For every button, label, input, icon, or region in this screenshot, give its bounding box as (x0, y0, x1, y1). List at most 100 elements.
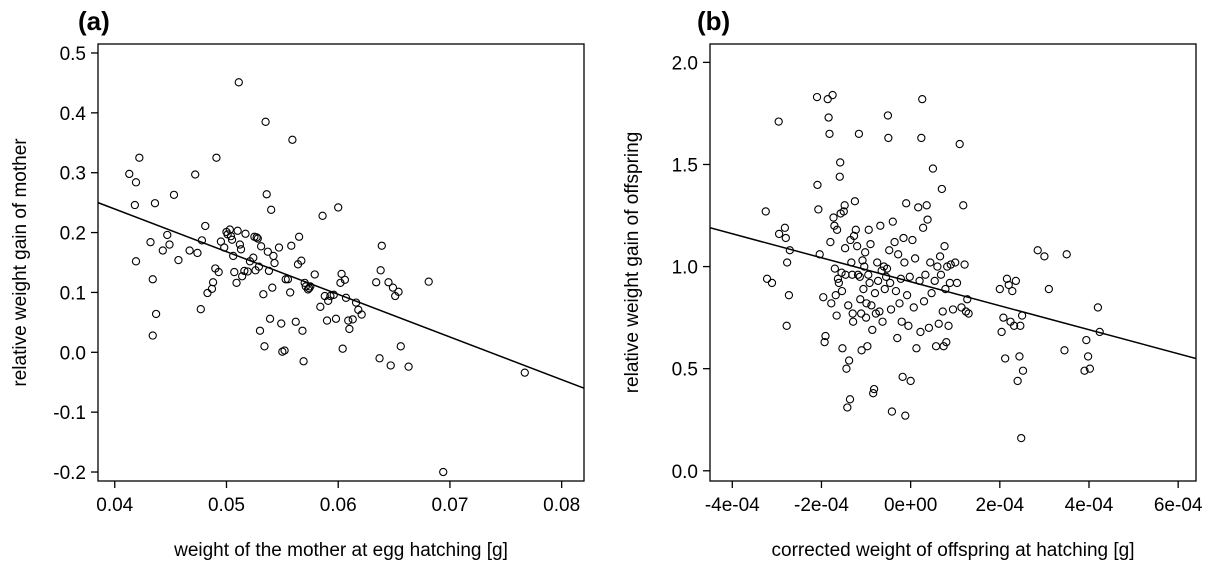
data-point (201, 221, 210, 231)
data-point (169, 190, 179, 200)
data-point (1017, 311, 1027, 320)
data-point (995, 284, 1004, 294)
y-tick-label: -0.1 (53, 403, 86, 424)
x-tick-label: 6e-04 (1154, 495, 1203, 516)
data-point (885, 278, 895, 288)
data-point (814, 205, 823, 214)
data-point (843, 403, 852, 412)
data-point (310, 270, 319, 279)
data-point (281, 275, 290, 284)
data-point (924, 323, 934, 332)
data-point (288, 135, 297, 144)
data-point (185, 246, 194, 255)
data-point (386, 361, 395, 370)
data-point (856, 295, 865, 304)
data-point (898, 372, 907, 382)
data-point (340, 275, 350, 285)
data-point (1082, 335, 1091, 345)
data-point (933, 262, 942, 271)
data-point (952, 278, 962, 288)
data-point (394, 287, 403, 296)
panel-label: (b) (697, 6, 730, 36)
data-point (235, 240, 245, 249)
data-point (324, 296, 333, 305)
y-tick-label: 0.4 (60, 104, 87, 125)
data-point (341, 293, 351, 302)
data-point (862, 299, 871, 308)
data-point (828, 90, 837, 100)
data-point (831, 291, 840, 300)
data-point (844, 301, 853, 310)
data-point (891, 286, 901, 296)
data-point (930, 276, 939, 286)
data-point (1093, 303, 1103, 312)
data-point (1044, 284, 1054, 294)
data-point (869, 389, 878, 398)
data-point (823, 94, 832, 104)
data-point (916, 327, 925, 337)
data-point (174, 255, 183, 265)
data-point (1083, 352, 1093, 361)
data-point (1001, 354, 1010, 363)
data-point (318, 211, 327, 220)
y-tick-label: 2.0 (672, 53, 698, 74)
data-point (945, 278, 955, 288)
data-point (832, 225, 842, 234)
data-point (928, 164, 938, 173)
data-point (294, 232, 304, 241)
data-point (964, 309, 973, 318)
data-point (125, 169, 134, 179)
data-point (934, 319, 943, 328)
data-point (888, 217, 897, 226)
data-point (761, 207, 770, 216)
data-point (867, 301, 876, 310)
data-point (918, 94, 927, 104)
data-point (135, 153, 144, 162)
data-point (921, 270, 930, 279)
data-point (268, 283, 277, 292)
data-point (1009, 321, 1019, 330)
data-point (851, 225, 860, 234)
data-point (906, 376, 915, 386)
data-point (774, 229, 784, 239)
y-tick-label: 1.5 (672, 155, 698, 176)
data-point (372, 278, 381, 287)
data-point (944, 321, 953, 330)
data-point (207, 284, 217, 293)
data-point (896, 274, 905, 283)
data-point (212, 153, 221, 162)
data-point (875, 307, 884, 316)
data-point (893, 333, 902, 343)
data-point (298, 326, 307, 335)
data-point (830, 264, 839, 273)
data-point (1033, 246, 1042, 255)
data-point (780, 223, 790, 232)
data-point (904, 321, 913, 330)
data-point (895, 299, 904, 308)
data-point (230, 267, 239, 277)
y-tick-label: 0.0 (672, 462, 698, 483)
data-point (520, 368, 529, 377)
data-point (885, 246, 894, 255)
data-point (825, 129, 834, 139)
data-point (1040, 252, 1049, 261)
plot-frame (709, 43, 1197, 482)
data-point (785, 246, 794, 255)
data-point (848, 270, 857, 279)
data-point (946, 260, 955, 269)
data-point (345, 324, 354, 334)
data-point (957, 303, 966, 312)
data-point (870, 288, 880, 298)
y-tick-label: 0.5 (60, 44, 86, 65)
data-point (922, 201, 931, 210)
data-point (864, 270, 873, 279)
data-point (163, 230, 172, 240)
data-point (842, 364, 851, 373)
data-point (882, 264, 892, 273)
data-point (1002, 274, 1012, 283)
data-point (897, 317, 906, 326)
data-point (876, 221, 885, 230)
data-point (351, 298, 361, 307)
data-point (334, 203, 343, 212)
